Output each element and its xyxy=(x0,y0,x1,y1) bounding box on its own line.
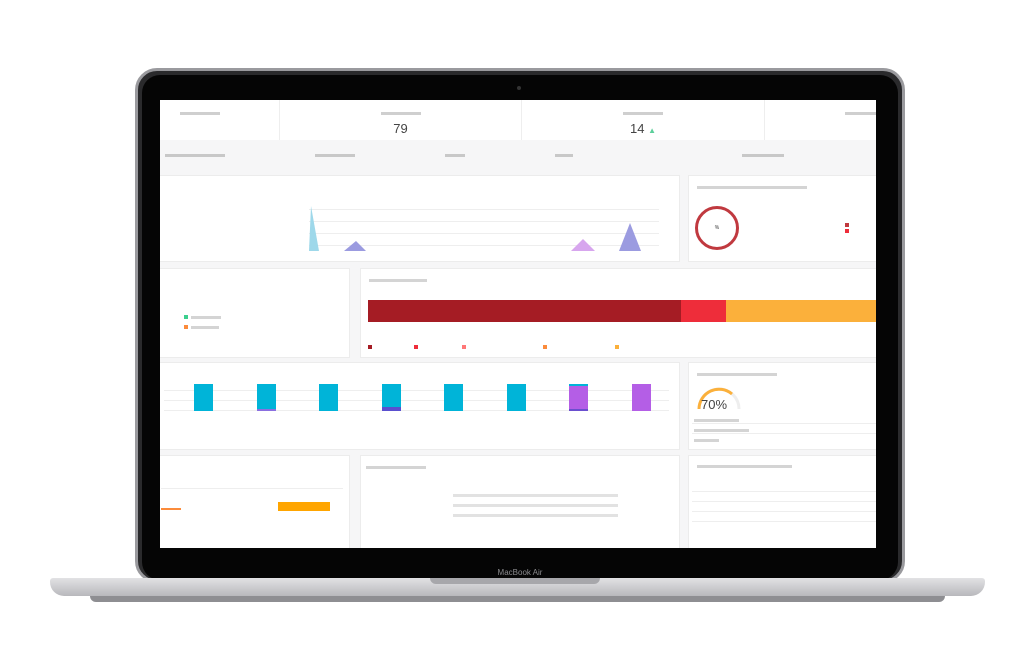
donut-chart: % xyxy=(695,206,739,250)
filter-dropdown[interactable] xyxy=(445,154,465,157)
bar-segment-orange[interactable] xyxy=(726,300,876,322)
bar[interactable] xyxy=(278,502,330,511)
area-peak xyxy=(571,239,595,251)
kpi-card[interactable] xyxy=(160,100,280,140)
legend-swatch xyxy=(845,223,849,227)
device-label: MacBook Air xyxy=(497,568,543,577)
kpi-card[interactable]: 7 xyxy=(765,100,876,140)
kpi-card[interactable]: 14 ▲ xyxy=(522,100,765,140)
area-chart xyxy=(309,206,641,251)
bar-segment-red[interactable] xyxy=(681,300,726,322)
bar-segment-dark-red[interactable] xyxy=(368,300,681,322)
filter-dropdown[interactable] xyxy=(742,154,784,157)
bar-chart-card xyxy=(160,455,350,548)
bar[interactable] xyxy=(161,508,181,510)
dashboard-screen: 79 14 ▲ 7 % xyxy=(160,100,876,548)
column-bar[interactable] xyxy=(569,384,588,411)
filter-dropdown[interactable] xyxy=(165,154,225,157)
progress-list-card xyxy=(360,455,680,548)
timeline-card xyxy=(160,175,680,262)
area-peak xyxy=(344,241,366,251)
progress-bar xyxy=(453,494,618,497)
gauge-value: 70% xyxy=(701,397,728,412)
kpi-card[interactable]: 79 xyxy=(280,100,522,140)
gauge-chart xyxy=(697,387,741,410)
progress-bar xyxy=(453,504,618,507)
gauge-card: 70% xyxy=(688,362,876,450)
column-bar[interactable] xyxy=(319,384,338,411)
column-bar[interactable] xyxy=(632,384,651,411)
list-card xyxy=(688,455,876,548)
stacked-bar-card xyxy=(360,268,876,358)
filter-dropdown[interactable] xyxy=(315,154,355,157)
laptop-base-bottom xyxy=(90,596,945,602)
column-bar[interactable] xyxy=(257,384,276,411)
column-bar[interactable] xyxy=(382,384,401,411)
donut-card: % xyxy=(688,175,876,262)
legend-swatch xyxy=(845,229,849,233)
trend-up-icon: ▲ xyxy=(648,126,656,135)
column-bar[interactable] xyxy=(194,384,213,411)
status-card xyxy=(160,268,350,358)
laptop-notch xyxy=(430,578,600,584)
column-bar[interactable] xyxy=(507,384,526,411)
camera-icon xyxy=(517,86,521,90)
laptop-base xyxy=(50,578,985,596)
area-peak xyxy=(309,206,319,251)
area-peak xyxy=(619,223,641,251)
progress-bar xyxy=(453,514,618,517)
filter-dropdown[interactable] xyxy=(555,154,573,157)
column-bar[interactable] xyxy=(444,384,463,411)
column-chart-card xyxy=(160,362,680,450)
